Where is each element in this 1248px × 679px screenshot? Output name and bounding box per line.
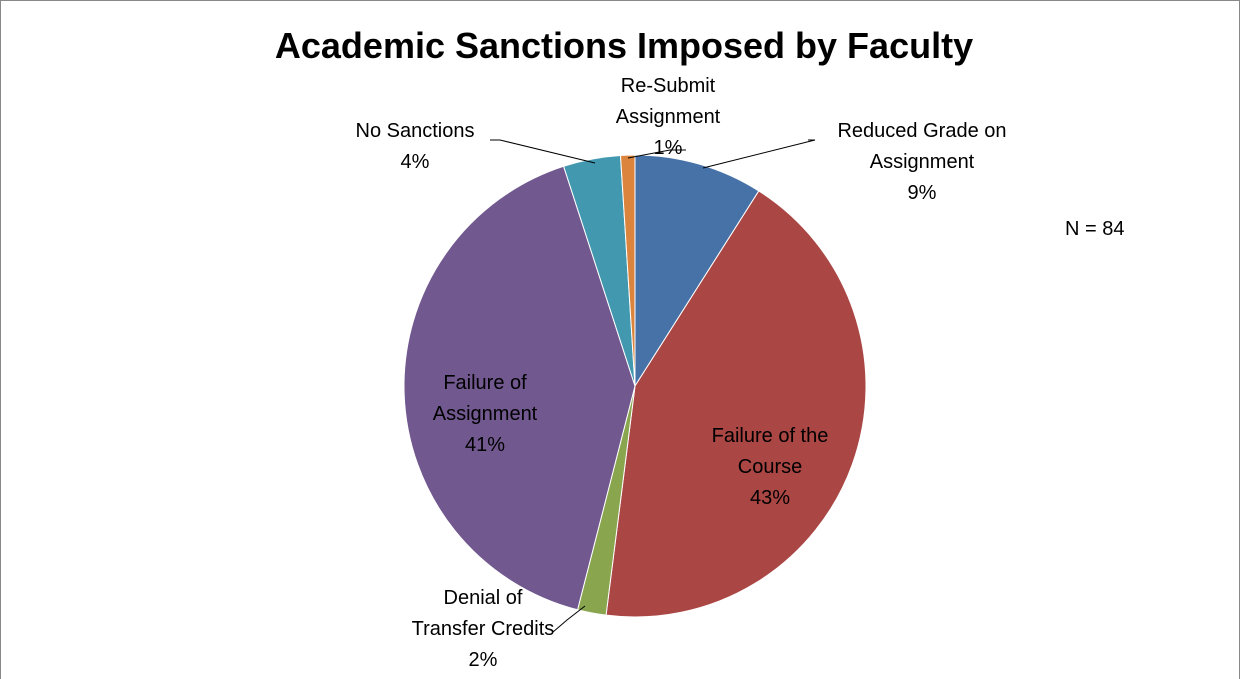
leader-line xyxy=(552,605,586,633)
pie-slice xyxy=(605,190,867,618)
leader-line xyxy=(490,139,596,164)
pie-slice xyxy=(403,165,636,611)
value-label: 41% xyxy=(464,434,506,456)
slice-label: Reduced Grade on Assignment 9% xyxy=(832,116,1012,209)
value-label: 43% xyxy=(749,487,791,509)
category-label: Re-Submit Assignment xyxy=(615,75,721,128)
slice-label: Failure of Assignment 41% xyxy=(420,368,550,461)
value-label: 2% xyxy=(468,649,498,671)
category-label: No Sanctions xyxy=(355,120,475,142)
category-label: Denial of Transfer Credits xyxy=(411,587,555,640)
slice-label: Re-Submit Assignment 1% xyxy=(608,71,728,164)
slice-label: No Sanctions 4% xyxy=(340,116,490,178)
value-label: 9% xyxy=(907,182,937,204)
leader-line xyxy=(702,139,816,169)
category-label: Reduced Grade on Assignment xyxy=(837,120,1007,173)
pie-slice xyxy=(619,154,636,387)
leader-line xyxy=(627,149,686,159)
value-label: 4% xyxy=(400,151,430,173)
annotation: N = 84 xyxy=(1065,218,1125,240)
value-label: 1% xyxy=(653,137,683,159)
chart-title: Academic Sanctions Imposed by Faculty xyxy=(274,25,974,66)
category-label: Failure of Assignment xyxy=(432,372,538,425)
slice-label: Denial of Transfer Credits 2% xyxy=(408,583,558,676)
slice-label: Failure of the Course 43% xyxy=(695,421,845,514)
category-label: Failure of the Course xyxy=(711,425,829,478)
